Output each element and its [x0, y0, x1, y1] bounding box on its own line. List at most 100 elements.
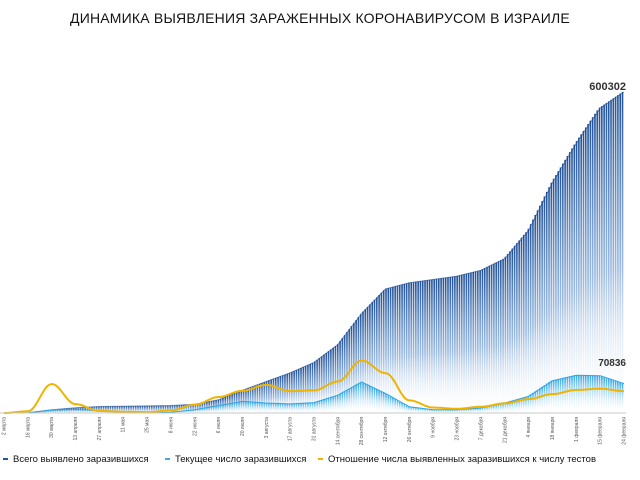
- bar-active: [619, 382, 622, 413]
- bar-total: [366, 306, 369, 413]
- x-tick-label: 18 января: [550, 417, 556, 441]
- bar-total: [612, 98, 615, 413]
- series-line-total: [3, 91, 625, 414]
- bar-total: [417, 281, 419, 413]
- bar-active: [454, 409, 456, 413]
- bar-active: [543, 385, 546, 413]
- bar-total: [474, 271, 477, 413]
- bar-active: [610, 379, 612, 413]
- bar-total: [584, 127, 587, 413]
- bar-active: [376, 389, 378, 413]
- bar-total: [502, 259, 504, 413]
- bar-active: [458, 409, 461, 413]
- bar-total: [522, 234, 525, 413]
- bar-total: [421, 280, 424, 413]
- bar-total: [392, 286, 394, 413]
- bar-active: [330, 397, 332, 413]
- bar-active: [539, 388, 541, 413]
- bar-active: [224, 404, 227, 413]
- bar-active: [591, 375, 594, 413]
- bar-active: [435, 409, 438, 413]
- bar-active: [343, 391, 346, 413]
- bar-active: [398, 401, 401, 413]
- bar-active: [607, 379, 610, 413]
- bar-total: [527, 228, 530, 413]
- x-tick-label: 17 августа: [288, 417, 294, 441]
- bar-total: [566, 156, 569, 413]
- bar-active: [63, 409, 66, 413]
- bar-total: [245, 388, 247, 413]
- bar-total: [405, 283, 408, 413]
- bar-total: [398, 285, 401, 413]
- bar-active: [497, 404, 500, 413]
- bar-active: [208, 407, 210, 413]
- bar-total: [500, 260, 502, 413]
- bar-active: [38, 411, 41, 413]
- x-tick-label: 8 июня: [168, 417, 174, 433]
- bar-active: [621, 383, 624, 413]
- bar-active: [421, 408, 424, 413]
- bar-total: [341, 338, 344, 413]
- bar-total: [520, 237, 523, 413]
- bar-total: [196, 403, 199, 413]
- bar-active: [516, 399, 518, 413]
- bar-total: [132, 406, 135, 413]
- bar-active: [584, 375, 587, 413]
- bar-total: [621, 92, 624, 413]
- bar-active: [281, 403, 284, 413]
- bar-active: [594, 375, 596, 413]
- bar-active: [194, 409, 197, 413]
- bar-total: [550, 182, 553, 413]
- bar-total: [286, 373, 289, 413]
- bar-total: [534, 214, 537, 413]
- x-tick-label: 13 апреля: [73, 417, 79, 441]
- bar-total: [460, 274, 463, 413]
- bar-total: [369, 304, 371, 413]
- x-tick-label: 22 июня: [192, 417, 198, 436]
- bar-total: [100, 406, 103, 413]
- bar-total: [102, 406, 105, 413]
- bar-active: [364, 383, 367, 413]
- bar-active: [49, 410, 52, 413]
- bar-total: [114, 406, 116, 413]
- bar-active: [566, 376, 569, 413]
- x-tick-label: 25 мая: [145, 417, 151, 433]
- bar-active: [66, 409, 68, 413]
- bar-active: [43, 411, 45, 413]
- bar-active: [472, 408, 475, 413]
- x-tick-label: 21 декабря: [502, 417, 508, 443]
- bar-active: [493, 405, 495, 413]
- bar-total: [525, 232, 527, 413]
- bar-active: [332, 396, 334, 413]
- bar-active: [187, 410, 190, 413]
- bar-total: [279, 376, 282, 413]
- bar-active: [95, 410, 98, 413]
- bar-total: [516, 243, 518, 413]
- bar-active: [578, 375, 580, 413]
- bar-active: [460, 409, 463, 413]
- bar-total: [144, 405, 146, 413]
- bar-total: [614, 96, 617, 413]
- bar-active: [541, 386, 543, 413]
- legend-label-active: Текущее число заразившихся: [175, 453, 307, 465]
- bar-total: [601, 106, 603, 413]
- bar-active: [440, 409, 442, 413]
- bar-active: [272, 403, 275, 413]
- bar-active: [183, 410, 185, 413]
- bar-total: [304, 365, 307, 413]
- bar-total: [105, 406, 107, 413]
- bar-active: [339, 393, 341, 413]
- bar-active: [431, 409, 433, 413]
- bar-active: [295, 403, 298, 413]
- bar-active: [334, 395, 337, 413]
- bar-active: [304, 403, 307, 413]
- bar-active: [192, 409, 194, 413]
- bar-active: [72, 409, 75, 413]
- bar-total: [513, 245, 516, 413]
- bar-active: [571, 375, 573, 413]
- bar-active: [509, 401, 511, 413]
- bar-active: [433, 409, 436, 413]
- bar-total: [564, 159, 566, 413]
- bar-total: [254, 385, 256, 413]
- bar-active: [529, 394, 532, 413]
